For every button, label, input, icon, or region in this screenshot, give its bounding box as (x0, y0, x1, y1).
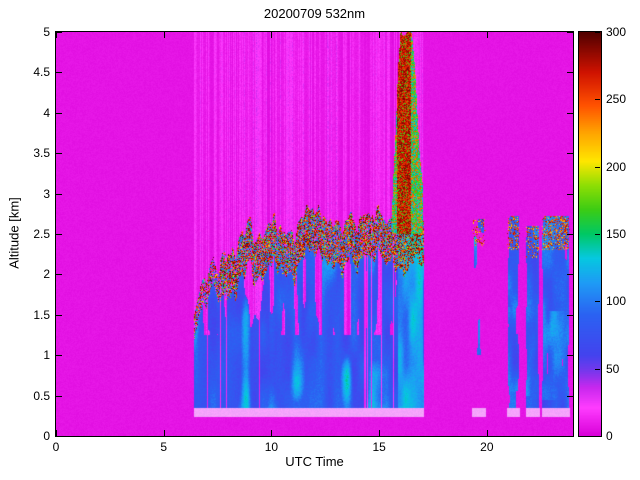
y-tick-label: 1 (43, 348, 50, 363)
x-tick-mark (163, 430, 165, 436)
y-tick-mark-right (567, 72, 573, 74)
y-tick-mark-right (567, 314, 573, 316)
x-tick-label: 15 (372, 440, 386, 454)
y-tick-label: 4.5 (33, 65, 50, 80)
colorbar-tick-mark (595, 99, 600, 101)
x-tick-mark (379, 430, 381, 436)
x-tick-mark-top (56, 32, 57, 38)
colorbar-tick-label: 200 (606, 159, 627, 174)
colorbar-tick-label: 150 (606, 227, 627, 241)
colorbar-tick-mark (595, 32, 600, 33)
colorbar-tick-label: 300 (606, 25, 627, 39)
y-tick-label: 0 (43, 429, 50, 443)
y-tick-mark-right (567, 193, 573, 195)
colorbar-tick-label: 0 (606, 429, 613, 443)
x-tick-label: 0 (52, 440, 60, 454)
y-tick-mark (56, 112, 62, 114)
x-tick-label: 20 (480, 440, 494, 454)
y-tick-mark-right (567, 395, 573, 397)
y-tick-mark-right (567, 112, 573, 114)
y-tick-label: 3.5 (33, 146, 50, 161)
colorbar-tick-mark (595, 436, 600, 437)
x-axis-label: UTC Time (285, 454, 344, 469)
colorbar-tick-mark (595, 301, 600, 303)
x-tick-mark-top (379, 32, 381, 38)
x-tick-mark (56, 430, 57, 436)
plot-area (55, 31, 574, 437)
colorbar-tick-label: 100 (606, 294, 627, 309)
y-tick-label: 3 (43, 186, 50, 201)
y-tick-label: 1.5 (33, 307, 50, 322)
y-tick-mark (56, 314, 62, 316)
y-tick-label: 2.5 (33, 227, 50, 241)
x-tick-mark-top (271, 32, 273, 38)
colorbar-tick-label: 50 (606, 361, 620, 376)
colorbar-tick-mark (595, 368, 600, 370)
y-tick-mark (56, 274, 62, 276)
colorbar-canvas (579, 32, 601, 436)
colorbar-tick-mark (595, 234, 600, 235)
colorbar (578, 31, 602, 437)
y-tick-mark (56, 355, 62, 357)
y-tick-mark-right (567, 274, 573, 276)
x-tick-mark-top (486, 32, 488, 38)
y-tick-label: 0.5 (33, 388, 50, 403)
y-tick-label: 5 (43, 25, 50, 39)
y-tick-mark (56, 32, 62, 33)
y-tick-mark (56, 395, 62, 397)
y-tick-label: 2 (43, 267, 50, 282)
y-tick-mark (56, 72, 62, 74)
y-tick-label: 4 (43, 105, 50, 120)
y-tick-mark-right (567, 355, 573, 357)
y-tick-mark-right (567, 153, 573, 155)
x-tick-mark-top (163, 32, 165, 38)
colorbar-tick-mark (595, 166, 600, 168)
heatmap-canvas (56, 32, 573, 436)
y-tick-mark-right (567, 234, 573, 235)
y-tick-mark (56, 193, 62, 195)
x-tick-mark (486, 430, 488, 436)
y-tick-mark-right (567, 32, 573, 33)
x-tick-label: 10 (264, 440, 279, 454)
x-tick-label: 5 (160, 440, 168, 454)
y-tick-mark (56, 153, 62, 155)
y-tick-mark (56, 234, 62, 235)
x-tick-mark (271, 430, 273, 436)
colorbar-tick-label: 250 (606, 92, 627, 107)
plot-title: 20200709 532nm (263, 6, 366, 21)
y-tick-mark-right (567, 436, 573, 437)
y-tick-mark (56, 436, 62, 437)
